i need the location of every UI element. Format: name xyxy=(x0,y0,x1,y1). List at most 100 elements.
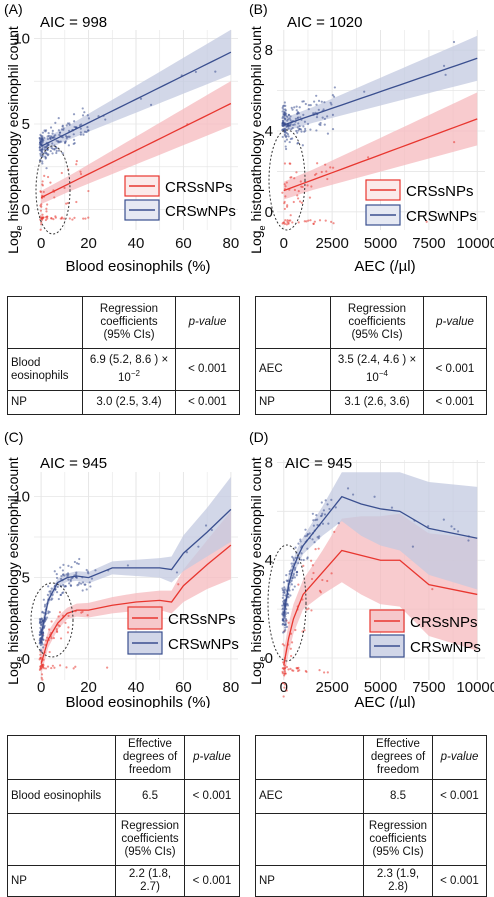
data-point xyxy=(78,557,81,561)
data-point xyxy=(301,185,304,189)
data-point xyxy=(290,579,293,582)
data-point xyxy=(50,587,53,590)
data-point xyxy=(82,133,85,136)
x-tick-label: 5000 xyxy=(364,679,397,696)
table-cell: 2.3 (1.9, 2.8) xyxy=(363,865,433,897)
data-point xyxy=(450,525,453,528)
data-point xyxy=(75,575,78,579)
data-point xyxy=(318,219,322,222)
data-point xyxy=(66,575,69,578)
data-point xyxy=(53,585,57,588)
data-point xyxy=(39,623,43,626)
legend: CRSsNPs CRSwNPs xyxy=(369,609,481,658)
data-point xyxy=(287,668,290,671)
data-point xyxy=(316,162,319,165)
data-point xyxy=(48,650,51,654)
data-point xyxy=(285,181,288,184)
table-cell: < 0.001 xyxy=(423,348,487,391)
y-tick-label: 0 xyxy=(265,650,273,667)
data-point xyxy=(284,598,287,602)
data-point xyxy=(282,591,285,594)
data-point xyxy=(283,630,286,633)
aic-label: AIC = 945 xyxy=(285,455,352,472)
data-point xyxy=(292,123,295,126)
confidence-band xyxy=(283,472,478,629)
data-point xyxy=(294,120,297,123)
data-point xyxy=(313,100,316,103)
data-point xyxy=(79,172,83,176)
data-point xyxy=(285,125,288,128)
data-point xyxy=(303,220,306,223)
data-point xyxy=(50,217,53,220)
data-point xyxy=(284,623,287,626)
data-point xyxy=(41,194,44,198)
data-point xyxy=(61,573,65,576)
panel-label: (D) xyxy=(249,429,268,445)
data-point xyxy=(326,132,330,135)
data-point xyxy=(300,546,303,549)
y-tick-label: 10 xyxy=(13,31,30,48)
plot-c: 0 20 40 60 80 0 5 10 xyxy=(13,472,239,696)
data-point xyxy=(289,667,292,670)
x-tick-label: 40 xyxy=(128,679,145,696)
data-point xyxy=(45,207,48,210)
legend-label: CRSsNPs xyxy=(165,179,233,196)
data-point xyxy=(41,135,44,138)
data-point xyxy=(60,135,63,139)
table-cell: < 0.001 xyxy=(184,865,240,897)
data-point xyxy=(315,172,318,175)
data-point xyxy=(304,669,307,673)
data-point xyxy=(44,145,47,148)
data-point xyxy=(295,171,298,174)
data-point xyxy=(41,218,44,221)
data-point xyxy=(288,581,291,584)
data-point xyxy=(284,140,287,143)
data-point xyxy=(295,570,299,573)
data-point xyxy=(39,643,42,647)
data-point xyxy=(325,170,328,173)
data-point xyxy=(286,204,289,207)
data-point xyxy=(104,118,107,121)
data-point xyxy=(293,568,297,571)
data-point xyxy=(61,152,64,155)
data-point xyxy=(294,117,297,120)
table-cell: 3.5 (2.4, 4.6 ) × 10−4 xyxy=(330,348,424,391)
data-point xyxy=(180,74,183,77)
data-point xyxy=(73,560,77,564)
table-cell: Blood eosinophils xyxy=(7,779,116,814)
fit-line xyxy=(283,57,478,126)
data-point xyxy=(293,123,296,126)
data-point xyxy=(60,575,63,578)
data-point xyxy=(453,141,456,144)
data-point xyxy=(45,210,48,213)
data-point xyxy=(42,598,45,601)
data-point xyxy=(41,160,44,163)
data-point xyxy=(452,40,456,44)
data-point xyxy=(62,583,65,587)
data-point xyxy=(290,641,294,644)
y-tick-label: 0 xyxy=(22,651,30,668)
data-point xyxy=(70,566,73,569)
data-point xyxy=(69,580,72,583)
data-point xyxy=(55,576,59,580)
data-point xyxy=(61,569,65,572)
data-point xyxy=(284,145,287,148)
data-point xyxy=(45,141,48,145)
data-point xyxy=(51,664,54,667)
data-point xyxy=(292,574,295,577)
data-point xyxy=(41,162,44,165)
x-tick-label: 80 xyxy=(223,679,240,696)
data-point xyxy=(286,220,289,223)
data-point xyxy=(64,621,67,624)
data-point xyxy=(322,509,325,512)
data-point xyxy=(329,101,332,104)
table-cell xyxy=(7,813,116,866)
data-point xyxy=(306,184,309,187)
data-point xyxy=(283,134,287,137)
table-cell: < 0.001 xyxy=(432,779,487,814)
data-point xyxy=(287,222,290,225)
data-point xyxy=(306,547,309,550)
data-point xyxy=(300,118,303,121)
data-point xyxy=(287,113,290,117)
